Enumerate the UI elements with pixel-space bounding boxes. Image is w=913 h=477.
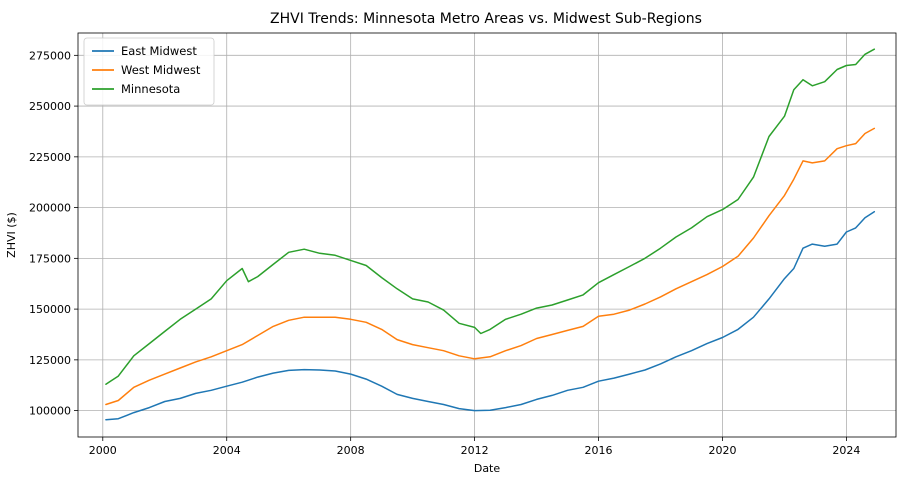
y-tick-label: 125000	[29, 354, 71, 367]
plot-frame	[77, 32, 897, 438]
series-line-east-midwest	[105, 210, 876, 421]
legend: East Midwest West Midwest Minnesota	[83, 37, 215, 106]
x-tick-label: 2020	[708, 444, 736, 457]
y-tick-label: 200000	[29, 202, 71, 215]
series-line-west-midwest	[105, 127, 876, 406]
series-lines	[105, 48, 876, 421]
y-tick-label: 250000	[29, 100, 71, 113]
x-tick-label: 2004	[213, 444, 241, 457]
legend-label-minnesota: Minnesota	[121, 82, 180, 96]
x-axis-ticks: 2000 2004 2008 2012 2016 2020 2024	[89, 437, 860, 457]
x-tick-label: 2016	[585, 444, 613, 457]
y-axis-ticks: 100000 125000 150000 175000 200000 225000 2500…	[29, 49, 78, 418]
legend-label-east-midwest: East Midwest	[121, 44, 197, 58]
x-tick-label: 2008	[337, 444, 365, 457]
y-axis-label: ZHVI ($)	[5, 212, 18, 258]
x-tick-label: 2024	[832, 444, 860, 457]
y-tick-label: 275000	[29, 49, 71, 62]
series-line-minnesota	[105, 48, 876, 385]
y-tick-label: 150000	[29, 303, 71, 316]
legend-box	[83, 37, 215, 106]
y-tick-label: 175000	[29, 252, 71, 265]
x-tick-label: 2000	[89, 444, 117, 457]
legend-label-west-midwest: West Midwest	[121, 63, 201, 77]
chart-title: ZHVI Trends: Minnesota Metro Areas vs. M…	[270, 11, 702, 27]
y-tick-label: 100000	[29, 405, 71, 418]
y-tick-label: 225000	[29, 151, 71, 164]
x-axis-label: Date	[474, 462, 501, 475]
x-tick-label: 2012	[461, 444, 489, 457]
